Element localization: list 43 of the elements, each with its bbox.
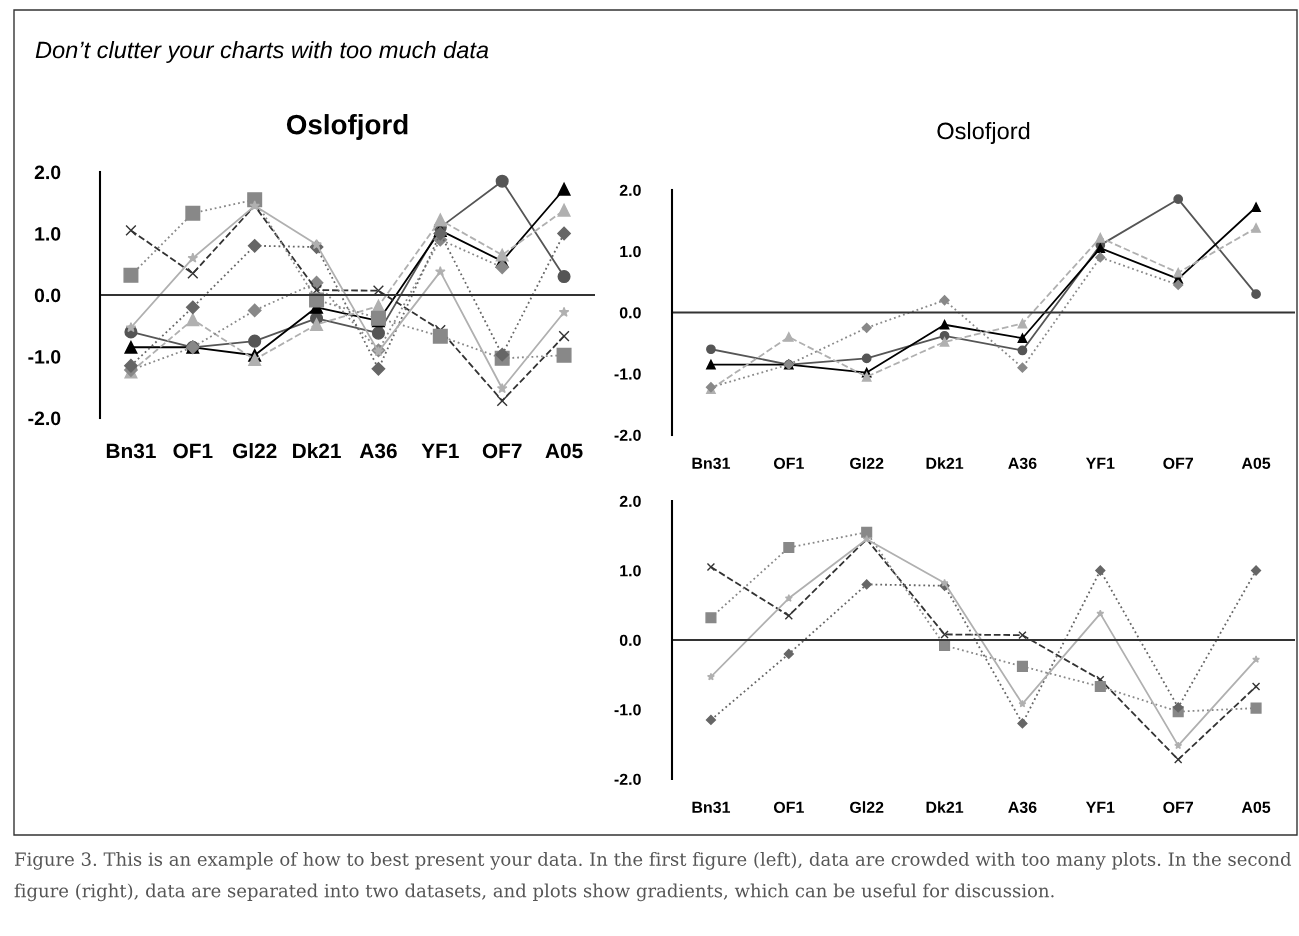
y-tick-label: -1.0	[28, 349, 61, 364]
x-tick-label: OF7	[482, 443, 522, 459]
y-tick-label: 1.0	[620, 245, 641, 258]
x-tick-label: OF1	[773, 457, 804, 469]
x-tick-label: A05	[1241, 801, 1271, 813]
caption: Figure 3. This is an example of how to best present your data. In the first figure (left), data are crowded with too many plots. In the second figure (right), data are separated into two datasets, and plots show gradients, which can be useful for discussion.	[14, 852, 1292, 902]
x-tick-label: A36	[1008, 457, 1037, 469]
x-tick-label: YF1	[1085, 457, 1115, 469]
x-tick-label: Bn31	[692, 457, 731, 469]
x-tick-label: Dk21	[926, 801, 964, 813]
y-tick-label: -1.0	[614, 368, 641, 380]
x-tick-label: Bn31	[692, 801, 731, 813]
x-tick-label: Dk21	[926, 457, 964, 469]
x-tick-label: Gl22	[850, 801, 884, 813]
x-tick-label: A05	[1241, 457, 1271, 469]
x-tick-label: YF1	[1085, 801, 1115, 813]
x-tick-label: OF1	[173, 443, 213, 459]
x-tick-label: YF1	[421, 443, 459, 459]
y-tick-label: -1.0	[614, 704, 641, 716]
y-tick-label: 1.0	[35, 226, 61, 241]
y-tick-label: -2.0	[614, 773, 641, 785]
x-tick-label: Gl22	[232, 443, 277, 459]
x-tick-label: OF7	[1163, 801, 1194, 813]
x-tick-label: Bn31	[106, 443, 156, 459]
x-tick-label: OF1	[773, 801, 804, 813]
chart-title: Oslofjord	[286, 114, 408, 140]
chart-title: Oslofjord	[937, 122, 1030, 145]
y-tick-label: 2.0	[619, 184, 641, 196]
x-tick-label: A05	[545, 443, 583, 459]
x-tick-label: A36	[359, 443, 397, 459]
x-tick-label: Gl22	[850, 457, 884, 469]
y-tick-label: 0.0	[619, 634, 641, 646]
y-tick-label: 0.0	[34, 288, 61, 303]
y-tick-label: -2.0	[28, 411, 61, 426]
text: Don’t clutter your charts with too much data	[35, 41, 489, 64]
y-tick-label: 2.0	[619, 495, 641, 507]
x-tick-label: OF7	[1163, 457, 1194, 469]
y-tick-label: -2.0	[614, 429, 641, 441]
y-tick-label: 0.0	[619, 307, 641, 319]
x-tick-label: A36	[1008, 801, 1037, 813]
x-tick-label: Dk21	[293, 443, 341, 459]
y-tick-label: 2.0	[34, 165, 61, 180]
y-tick-label: 1.0	[620, 565, 641, 577]
